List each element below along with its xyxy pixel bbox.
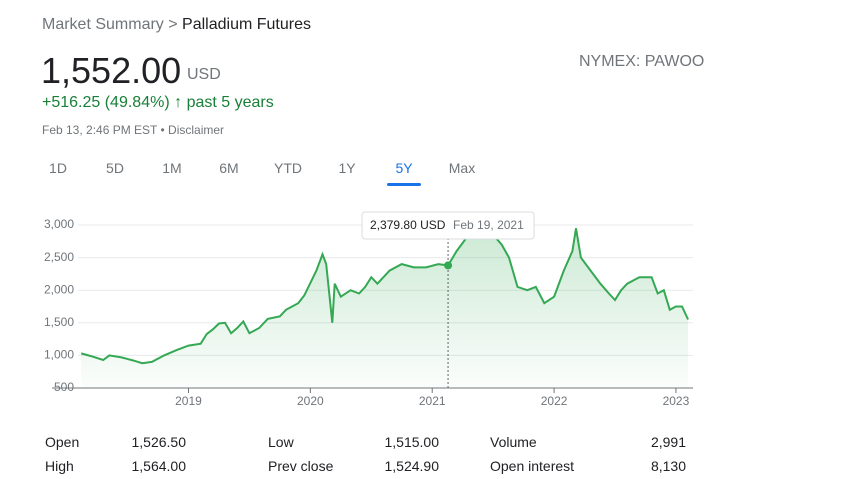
breadcrumb-link[interactable]: Market Summary	[42, 16, 164, 33]
stat-label: Open	[45, 434, 80, 450]
currency: USD	[187, 66, 221, 83]
breadcrumb: Market Summary > Palladium Futures	[42, 16, 311, 34]
stat-value: 2,991	[650, 434, 686, 450]
period: past 5 years	[186, 94, 274, 111]
tooltip-value: 2,379.80 USD	[370, 218, 446, 232]
chart: 500 1,000 1,500 2,000 2,500 3,000 2019 2020 2021…	[44, 211, 693, 408]
tab[interactable]: 5D	[106, 160, 124, 176]
tooltip-date: Feb 19, 2021	[453, 218, 524, 232]
line	[80, 226, 690, 365]
point	[444, 261, 453, 270]
stat-value: 1,515.00	[384, 434, 440, 450]
stat-value: 1,526.50	[131, 434, 187, 450]
y-tick-label: 1,500	[44, 315, 74, 329]
x-tick-label: 2021	[419, 394, 446, 408]
arrow: ↑	[174, 94, 183, 111]
area	[81, 228, 689, 388]
stat-label: Open interest	[490, 458, 575, 474]
x-tick-label: 2020	[297, 394, 324, 408]
tab[interactable]: 1D	[49, 160, 67, 176]
stat-label: Low	[268, 434, 294, 450]
stat-label: Prev close	[268, 458, 334, 474]
tab[interactable]: 5Y	[384, 160, 424, 186]
instrument-name: Palladium Futures	[182, 16, 311, 33]
stat-value: 1,564.00	[131, 458, 187, 474]
timestamp: Feb 13, 2:46 PM EST • Disclaimer	[42, 123, 225, 137]
ticker: NYMEX: PAWOO	[579, 53, 705, 70]
y-tick-label: 2,500	[44, 250, 74, 264]
time: Feb 13, 2:46 PM EST	[42, 123, 158, 137]
tab[interactable]: 1M	[162, 160, 182, 176]
change: +516.25 (49.84%) ↑ past 5 years	[42, 94, 274, 112]
tab[interactable]: Max	[448, 160, 476, 176]
tab[interactable]: 1Y	[338, 160, 356, 176]
disclaimer[interactable]: Disclaimer	[168, 123, 225, 137]
tab[interactable]: 6M	[219, 160, 239, 176]
tooltip	[361, 211, 535, 240]
stat-label: High	[45, 458, 74, 474]
y-tick-label: 3,000	[44, 217, 74, 231]
stat-label: Volume	[490, 434, 537, 450]
tab[interactable]: YTD	[274, 160, 302, 176]
change-value: +516.25 (49.84%)	[42, 94, 170, 111]
stat-value: 8,130	[650, 458, 686, 474]
price: 1,552.00	[41, 50, 182, 91]
x-tick-label: 2019	[175, 394, 202, 408]
stat-value: 1,524.90	[384, 458, 440, 474]
y-tick-label: 2,000	[44, 282, 74, 296]
y-tick-label: 1,000	[44, 348, 74, 362]
sep: >	[168, 16, 178, 33]
x-tick-label: 2022	[541, 394, 568, 408]
y-tick-label: 500	[54, 380, 74, 394]
x-tick-label: 2023	[663, 394, 690, 408]
